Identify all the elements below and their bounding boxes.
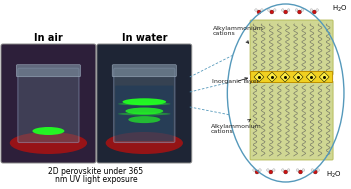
Polygon shape	[267, 72, 277, 82]
Circle shape	[282, 169, 284, 171]
Text: H$_2$O: H$_2$O	[332, 4, 348, 14]
FancyBboxPatch shape	[114, 68, 175, 143]
Circle shape	[317, 169, 319, 171]
Circle shape	[311, 169, 314, 171]
Circle shape	[270, 10, 274, 14]
Circle shape	[259, 169, 261, 171]
Circle shape	[255, 9, 257, 11]
Circle shape	[255, 170, 259, 174]
Circle shape	[284, 170, 287, 174]
Circle shape	[287, 169, 290, 171]
Polygon shape	[319, 72, 329, 82]
Circle shape	[266, 169, 269, 171]
Text: Inorganic layer: Inorganic layer	[212, 78, 259, 84]
Polygon shape	[306, 72, 316, 82]
Circle shape	[298, 10, 302, 14]
Circle shape	[282, 9, 284, 11]
Polygon shape	[293, 72, 303, 82]
Circle shape	[253, 169, 256, 171]
Text: nm UV light exposure: nm UV light exposure	[54, 174, 137, 184]
Polygon shape	[254, 72, 264, 82]
Text: In water: In water	[121, 33, 167, 43]
FancyBboxPatch shape	[1, 44, 96, 163]
Circle shape	[260, 9, 263, 11]
FancyBboxPatch shape	[18, 68, 79, 143]
Circle shape	[272, 169, 275, 171]
Circle shape	[313, 170, 317, 174]
Circle shape	[316, 9, 319, 11]
Circle shape	[299, 170, 302, 174]
Ellipse shape	[10, 132, 87, 154]
Polygon shape	[280, 72, 290, 82]
Circle shape	[295, 9, 298, 11]
Circle shape	[296, 169, 299, 171]
Circle shape	[302, 169, 305, 171]
Ellipse shape	[128, 116, 160, 123]
Ellipse shape	[125, 108, 163, 115]
Ellipse shape	[106, 132, 183, 154]
FancyBboxPatch shape	[251, 71, 333, 83]
FancyBboxPatch shape	[16, 65, 80, 77]
Text: In air: In air	[34, 33, 63, 43]
Circle shape	[269, 170, 273, 174]
FancyBboxPatch shape	[97, 44, 192, 163]
Circle shape	[267, 9, 270, 11]
Ellipse shape	[227, 4, 344, 182]
Ellipse shape	[118, 102, 171, 105]
Ellipse shape	[32, 127, 65, 135]
Circle shape	[301, 9, 304, 11]
FancyBboxPatch shape	[115, 86, 173, 141]
Text: Alkylammonium
cations: Alkylammonium cations	[211, 119, 261, 134]
Circle shape	[287, 9, 290, 11]
Ellipse shape	[118, 112, 171, 115]
FancyBboxPatch shape	[250, 81, 333, 160]
Circle shape	[284, 10, 287, 14]
FancyBboxPatch shape	[250, 20, 333, 75]
Circle shape	[312, 10, 316, 14]
FancyBboxPatch shape	[112, 65, 176, 77]
Ellipse shape	[122, 98, 166, 105]
Text: Alkylammonium
cations: Alkylammonium cations	[212, 26, 263, 43]
Text: H$_2$O: H$_2$O	[326, 170, 342, 180]
Circle shape	[273, 9, 276, 11]
Text: 2D perovskite under 365: 2D perovskite under 365	[48, 167, 144, 176]
Circle shape	[310, 9, 313, 11]
Circle shape	[257, 10, 261, 14]
